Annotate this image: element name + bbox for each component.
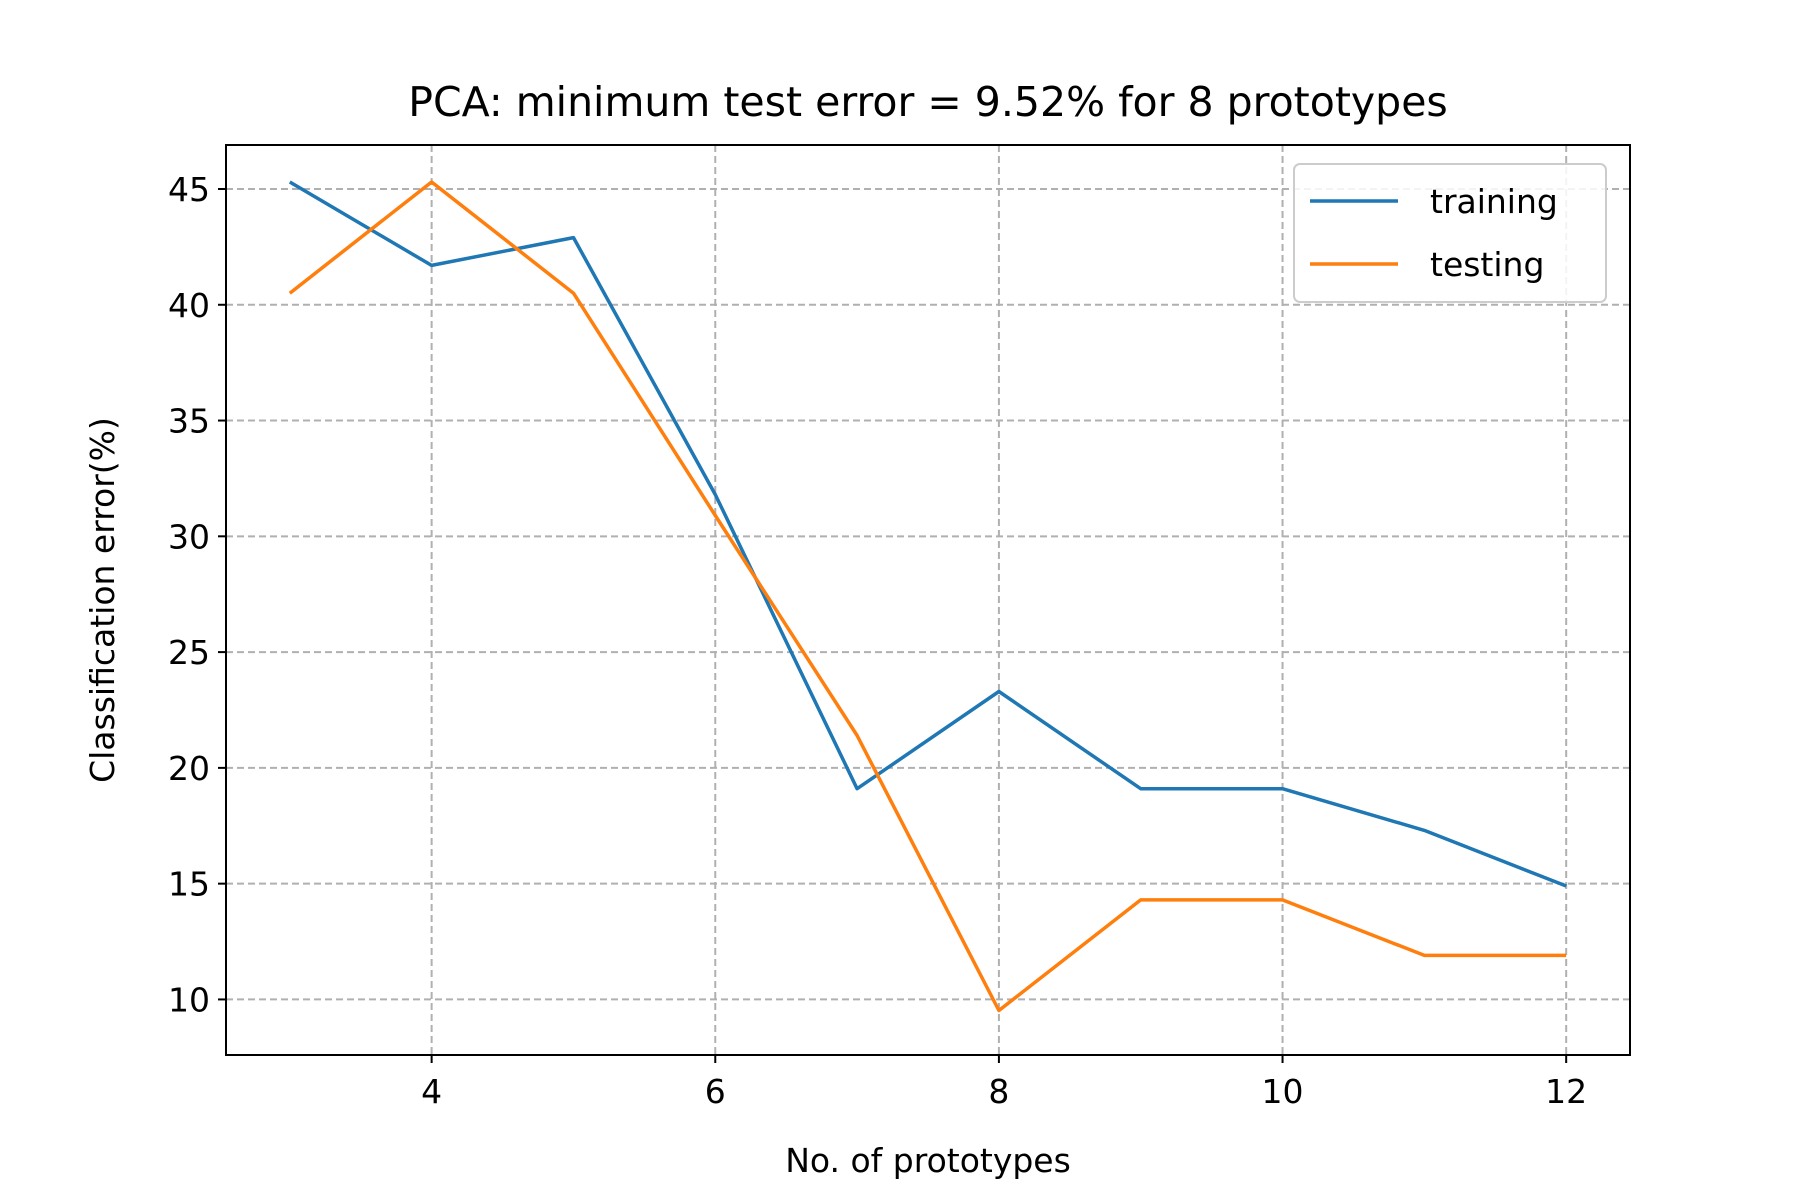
x-tick-label: 4 <box>421 1072 442 1111</box>
x-tick-label: 8 <box>988 1072 1009 1111</box>
y-tick-label: 25 <box>168 633 210 672</box>
y-tick-label: 10 <box>168 980 210 1019</box>
chart-title: PCA: minimum test error = 9.52% for 8 pr… <box>408 78 1448 126</box>
y-axis-ticks: 10 15 20 25 30 35 40 45 <box>168 170 226 1019</box>
series-lines <box>288 180 1567 1013</box>
x-tick-label: 12 <box>1545 1072 1587 1111</box>
y-axis-label: Classification error(%) <box>83 417 122 783</box>
series-line-testing <box>288 180 1567 1013</box>
x-axis-label: No. of prototypes <box>785 1141 1071 1180</box>
plot-area-frame <box>225 144 1631 1056</box>
legend-box <box>1293 163 1607 303</box>
y-tick-label: 15 <box>168 865 210 904</box>
y-tick-label: 45 <box>168 170 210 209</box>
series-line-training <box>288 180 1567 888</box>
y-tick-label: 20 <box>168 749 210 788</box>
legend-label-testing: testing <box>1430 245 1544 284</box>
y-tick-label: 30 <box>168 517 210 556</box>
x-tick-label: 6 <box>705 1072 726 1111</box>
x-axis-ticks: 4 6 8 10 12 <box>421 1055 1587 1111</box>
y-tick-label: 40 <box>168 286 210 325</box>
legend-label-training: training <box>1430 182 1558 221</box>
grid-lines <box>226 145 1630 1055</box>
x-tick-label: 10 <box>1262 1072 1304 1111</box>
y-tick-label: 35 <box>168 402 210 441</box>
legend: training testing <box>1293 163 1607 303</box>
